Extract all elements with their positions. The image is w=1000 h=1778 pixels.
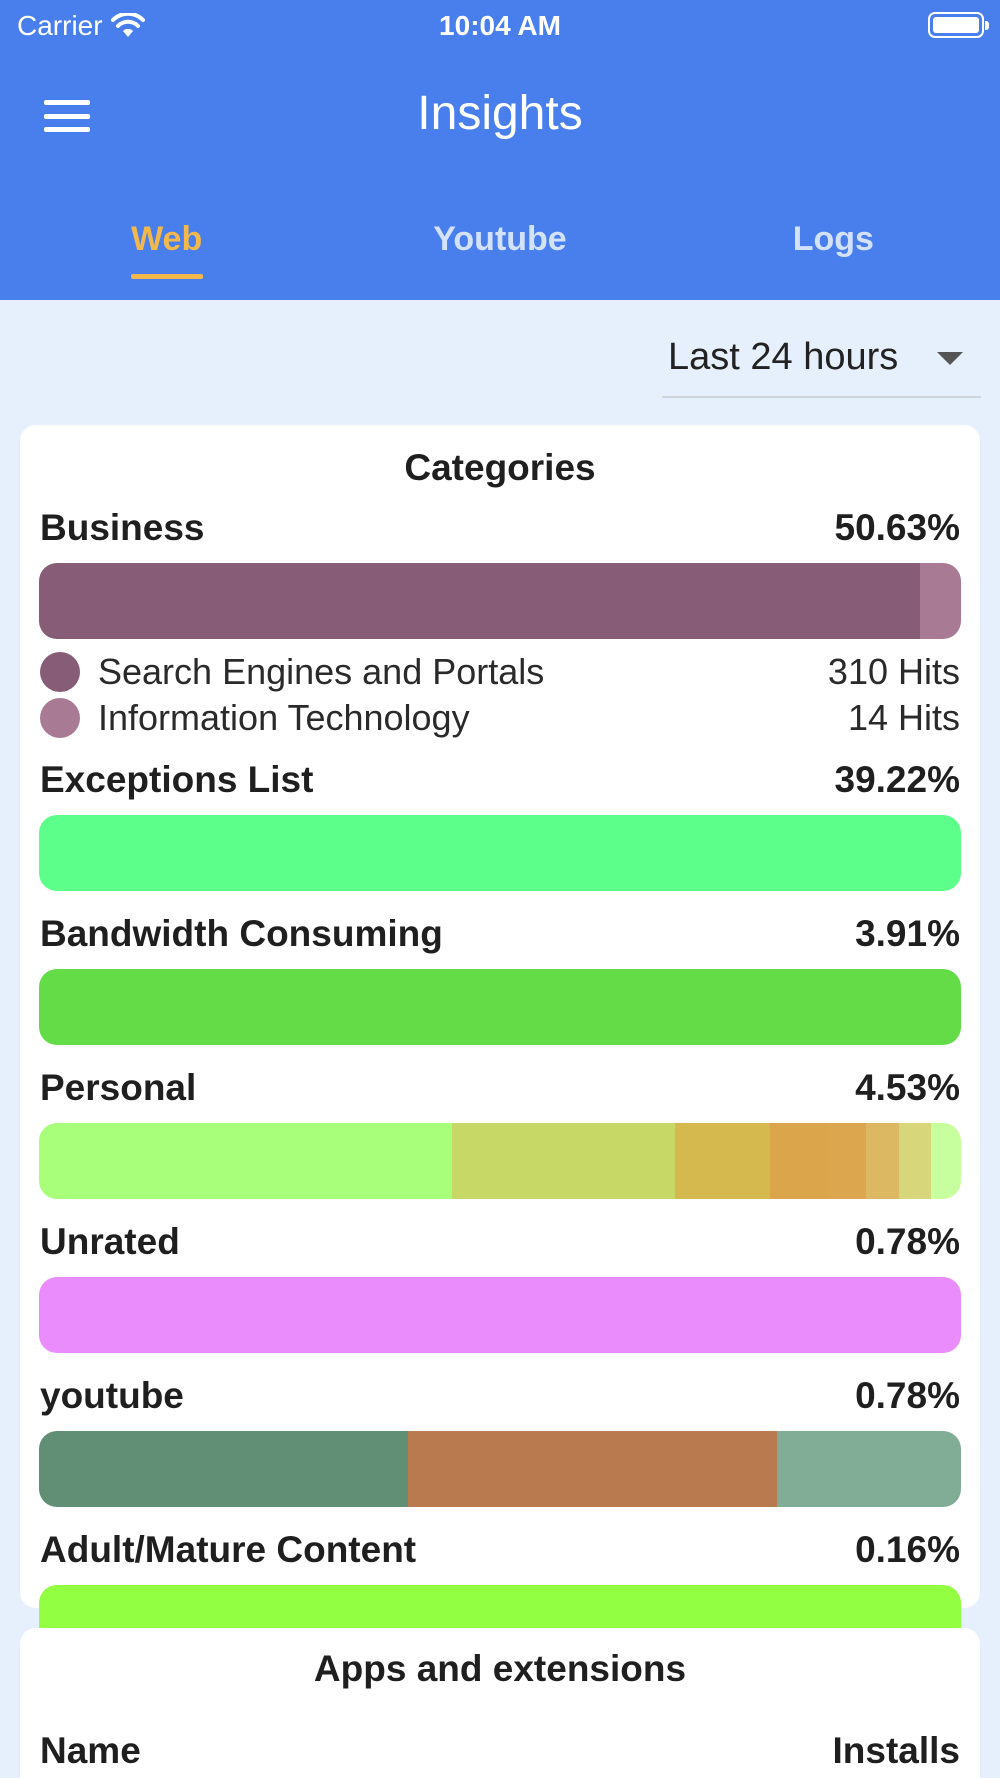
category-percent: 0.78% — [855, 1221, 960, 1262]
bar-segment[interactable] — [770, 1123, 830, 1199]
subcategory-hits: 310 Hits — [827, 651, 960, 692]
category-header: Bandwidth Consuming 3.91% — [40, 913, 960, 955]
bar-segment[interactable] — [829, 1123, 866, 1199]
category-header: Unrated 0.78% — [40, 1221, 960, 1263]
category-bar[interactable] — [39, 1123, 961, 1199]
page-title: Insights — [417, 87, 583, 140]
category-name: Adult/Mature Content — [40, 1529, 417, 1570]
chevron-down-icon — [937, 352, 963, 365]
category-name: youtube — [40, 1375, 184, 1416]
bar-segment[interactable] — [39, 815, 961, 891]
status-time: 10:04 AM — [439, 10, 561, 41]
column-installs: Installs — [832, 1730, 961, 1771]
category-name: Bandwidth Consuming — [40, 913, 443, 954]
category-header: youtube 0.78% — [40, 1375, 960, 1417]
time-range-dropdown[interactable]: Last 24 hours — [662, 330, 981, 398]
subcategory-row[interactable]: Search Engines and Portals 310 Hits — [40, 651, 960, 693]
tab-web[interactable]: Web — [0, 210, 333, 300]
bar-segment[interactable] — [39, 563, 920, 639]
bar-segment[interactable] — [39, 969, 961, 1045]
bar-segment[interactable] — [39, 1431, 408, 1507]
category-header: Adult/Mature Content 0.16% — [40, 1529, 960, 1571]
bar-segment[interactable] — [899, 1123, 931, 1199]
app-bar: Carrier 10:04 AM Insights Web Youtube Lo… — [0, 0, 1000, 300]
categories-title: Categories — [404, 447, 596, 488]
subcategory-row[interactable]: Information Technology 14 Hits — [40, 697, 960, 739]
category-bar[interactable] — [39, 1277, 961, 1353]
carrier-indicator: Carrier — [17, 10, 145, 42]
tab-bar: Web Youtube Logs — [0, 210, 1000, 300]
tab-logs[interactable]: Logs — [792, 220, 874, 258]
category-percent: 39.22% — [834, 759, 961, 800]
bar-segment[interactable] — [407, 1431, 777, 1507]
category-bar[interactable] — [39, 969, 961, 1045]
legend-dot-icon — [40, 698, 80, 738]
category-name: Personal — [40, 1067, 197, 1108]
tab-youtube[interactable]: Youtube — [433, 220, 567, 258]
battery-icon — [928, 12, 989, 38]
wifi-icon — [110, 13, 145, 37]
category-percent: 3.91% — [855, 913, 960, 954]
category-name: Exceptions List — [40, 759, 314, 800]
apps-table-header: Name Installs — [40, 1730, 960, 1772]
apps-title: Apps and extensions — [313, 1648, 687, 1689]
carrier-label: Carrier — [17, 10, 103, 41]
apps-card: Apps and extensions Name Installs — [20, 1628, 980, 1778]
bar-segment[interactable] — [865, 1123, 900, 1199]
column-name: Name — [40, 1730, 141, 1771]
categories-card: Categories Business 50.63% Search Engines … — [20, 425, 980, 1661]
subcategory-hits: 14 Hits — [847, 697, 960, 738]
subcategory-name: Search Engines and Portals — [98, 651, 545, 692]
category-bar[interactable] — [39, 1431, 961, 1507]
bar-segment[interactable] — [39, 1277, 961, 1353]
menu-icon[interactable] — [44, 96, 90, 136]
bar-segment[interactable] — [39, 1123, 453, 1199]
bar-segment[interactable] — [452, 1123, 676, 1199]
bar-segment[interactable] — [930, 1123, 961, 1199]
category-bar[interactable] — [39, 815, 961, 891]
bar-segment[interactable] — [776, 1431, 961, 1507]
category-percent: 4.53% — [855, 1067, 960, 1108]
category-header: Personal 4.53% — [40, 1067, 960, 1109]
status-bar: Carrier 10:04 AM — [0, 0, 1000, 50]
category-name: Unrated — [40, 1221, 180, 1262]
category-percent: 0.16% — [855, 1529, 960, 1570]
bar-segment[interactable] — [919, 563, 961, 639]
subcategory-name: Information Technology — [98, 697, 470, 738]
category-header: Exceptions List 39.22% — [40, 759, 960, 801]
category-name: Business — [40, 507, 205, 548]
bar-segment[interactable] — [675, 1123, 771, 1199]
category-header: Business 50.63% — [40, 507, 960, 549]
category-percent: 0.78% — [855, 1375, 960, 1416]
category-percent: 50.63% — [834, 507, 961, 548]
time-range-value: Last 24 hours — [668, 336, 899, 378]
category-bar[interactable] — [39, 563, 961, 639]
legend-dot-icon — [40, 652, 80, 692]
